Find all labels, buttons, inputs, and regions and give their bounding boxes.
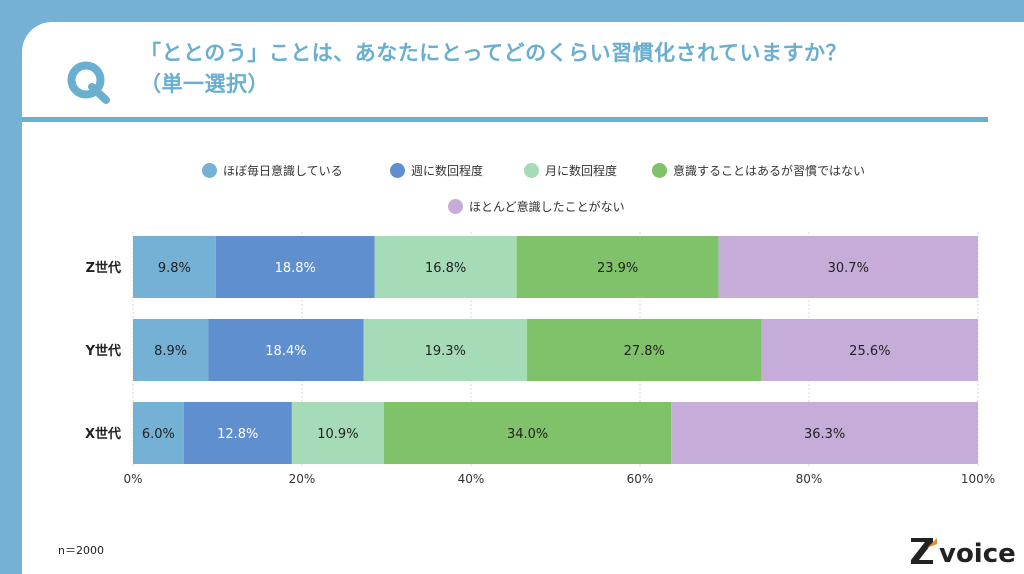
zvoice-logo: voice <box>911 538 1016 569</box>
bar-segment <box>215 236 375 298</box>
data-label: 36.3% <box>804 427 845 442</box>
x-tick-label: 20% <box>289 472 316 486</box>
question-title: 「ととのう」ことは、あなたにとってどのくらい習慣化されていますか？ （単一選択） <box>140 38 1000 100</box>
legend-item-1: ほぼ毎日意識している <box>202 162 343 179</box>
legend-label-3: 月に数回程度 <box>545 164 618 178</box>
x-tick-label: 100% <box>961 472 995 486</box>
data-label: 34.0% <box>507 427 548 442</box>
legend-swatch-5 <box>448 199 463 214</box>
question-title-line2: （単一選択） <box>140 72 269 96</box>
legend-item-4: 意識することはあるが習慣ではない <box>652 162 865 179</box>
legend-label-4: 意識することはあるが習慣ではない <box>673 164 866 178</box>
legend-swatch-3 <box>524 163 539 178</box>
bar-segment <box>526 319 762 381</box>
x-tick-label: 40% <box>458 472 485 486</box>
q-badge-icon <box>67 61 110 104</box>
bar-segment <box>516 236 719 298</box>
bar-segment <box>761 319 978 381</box>
svg-text:voice: voice <box>939 539 1016 569</box>
data-label: 6.0% <box>142 427 175 442</box>
data-label: 27.8% <box>624 344 665 359</box>
bar-segment <box>374 236 517 298</box>
legend-swatch-1 <box>202 163 217 178</box>
legend-item-2: 週に数回程度 <box>390 162 483 179</box>
legend-label-5: ほとんど意識したことがない <box>469 200 625 214</box>
bar-segment <box>383 402 672 464</box>
x-tick-label: 80% <box>796 472 823 486</box>
category-label: X世代 <box>85 426 121 442</box>
x-tick-label: 60% <box>627 472 654 486</box>
legend-label-2: 週に数回程度 <box>411 164 484 178</box>
bar-segment <box>718 236 978 298</box>
data-label: 16.8% <box>425 261 466 276</box>
bar-segment <box>363 319 527 381</box>
data-label: 12.8% <box>217 427 258 442</box>
data-label: 10.9% <box>317 427 358 442</box>
sample-size-note: n＝2000 <box>58 544 104 557</box>
bar-segment <box>133 236 216 298</box>
data-label: 30.7% <box>828 261 869 276</box>
bar-segment <box>671 402 978 464</box>
data-label: 8.9% <box>154 344 187 359</box>
data-label: 9.8% <box>158 261 191 276</box>
category-label: Z世代 <box>86 260 121 276</box>
legend-label-1: ほぼ毎日意識している <box>223 164 343 178</box>
title-divider <box>22 117 988 122</box>
bar-segment <box>183 402 292 464</box>
slide-frame: 「ととのう」ことは、あなたにとってどのくらい習慣化されていますか？ （単一選択）… <box>22 22 1024 574</box>
legend-swatch-2 <box>390 163 405 178</box>
category-label: Y世代 <box>85 343 121 359</box>
question-title-line1: 「ととのう」ことは、あなたにとってどのくらい習慣化されていますか？ <box>140 41 847 65</box>
data-label: 18.4% <box>265 344 306 359</box>
bar-segment <box>133 402 184 464</box>
legend-swatch-4 <box>652 163 667 178</box>
data-label: 25.6% <box>849 344 890 359</box>
data-label: 18.8% <box>275 261 316 276</box>
bar-segment <box>208 319 364 381</box>
bar-segment <box>133 319 209 381</box>
legend-item-3: 月に数回程度 <box>524 162 617 179</box>
data-label: 19.3% <box>425 344 466 359</box>
legend-item-5: ほとんど意識したことがない <box>448 198 625 215</box>
data-label: 23.9% <box>597 261 638 276</box>
bar-segment <box>291 402 384 464</box>
x-tick-label: 0% <box>123 472 142 486</box>
stacked-bar-chart: 0% 20% 40% 60% 80% 100% Z世代 9.8% 18.8% 16.8% 23.9%… <box>85 232 995 486</box>
